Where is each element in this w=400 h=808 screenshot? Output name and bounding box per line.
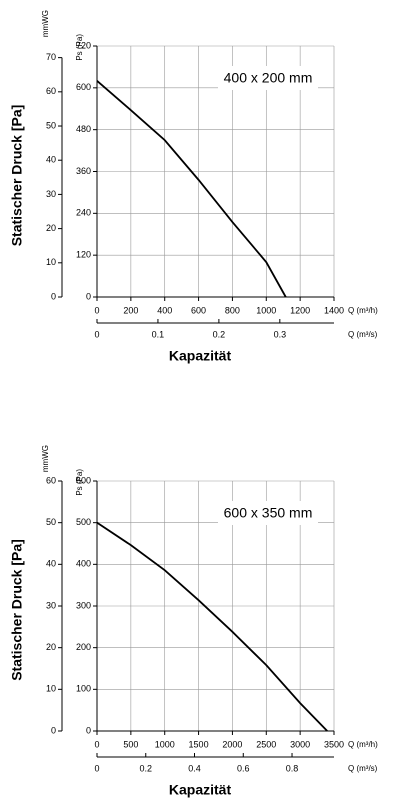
y-tick-label: 500 <box>76 517 91 527</box>
y2-axis-label: mmWG <box>41 445 50 472</box>
y2-tick-label: 40 <box>46 559 56 569</box>
y-tick-label: 300 <box>76 600 91 610</box>
y2-tick-label: 10 <box>46 684 56 694</box>
y-tick-label: 600 <box>76 475 91 485</box>
y2-tick-label: 50 <box>46 120 56 130</box>
fan-curve <box>96 521 328 732</box>
y2-tick-label: 20 <box>46 642 56 652</box>
y-tick-label: 480 <box>76 124 91 134</box>
y2-tick-label: 0 <box>51 291 56 301</box>
x-tick-label: 1500 <box>189 739 209 749</box>
x-tick-label: 200 <box>123 305 138 315</box>
y-axis-title: Statischer Druck [Pa] <box>9 105 25 247</box>
x-tick-label: 400 <box>157 305 172 315</box>
x-axis-label: Q (m³/h) <box>348 306 378 315</box>
x-tick-label: 1000 <box>256 305 276 315</box>
y2-tick-label: 30 <box>46 189 56 199</box>
annotation: 400 x 200 mm <box>224 70 313 86</box>
y2-axis-label: mmWG <box>41 10 50 37</box>
x-axis-label: Q (m³/h) <box>348 740 378 749</box>
y2-tick-label: 60 <box>46 475 56 485</box>
x-tick-label: 1000 <box>155 739 175 749</box>
x2-tick-label: 0.6 <box>237 763 250 773</box>
y-tick-label: 0 <box>86 725 91 735</box>
x2-axis-label: Q (m³/s) <box>348 330 378 339</box>
annotation: 600 x 350 mm <box>224 505 313 521</box>
annotation-box <box>218 66 318 90</box>
y2-tick-label: 20 <box>46 223 56 233</box>
y-axis-title: Statischer Druck [Pa] <box>9 539 25 681</box>
x-tick-label: 1200 <box>290 305 310 315</box>
y-axis-unit: Ps (Pa) <box>75 34 84 61</box>
y-tick-label: 200 <box>76 642 91 652</box>
y-tick-label: 400 <box>76 559 91 569</box>
x2-axis-label: Q (m³/s) <box>348 764 378 773</box>
x2-tick-label: 0 <box>94 763 99 773</box>
y-tick-label: 720 <box>76 40 91 50</box>
x-axis-title: Kapazität <box>169 782 232 798</box>
annotation-box <box>218 501 318 525</box>
x-tick-label: 1400 <box>324 305 344 315</box>
x-axis-title: Kapazität <box>169 348 232 364</box>
y-tick-label: 100 <box>76 684 91 694</box>
y2-tick-label: 50 <box>46 517 56 527</box>
y-tick-label: 0 <box>86 291 91 301</box>
fan-curve <box>96 80 287 298</box>
y2-tick-label: 60 <box>46 86 56 96</box>
x2-tick-label: 0.2 <box>139 763 152 773</box>
y-tick-label: 360 <box>76 166 91 176</box>
y2-tick-label: 0 <box>51 725 56 735</box>
x-tick-label: 3500 <box>324 739 344 749</box>
x-tick-label: 2000 <box>222 739 242 749</box>
y-tick-label: 120 <box>76 250 91 260</box>
x-tick-label: 3000 <box>290 739 310 749</box>
x2-tick-label: 0.4 <box>188 763 201 773</box>
y-tick-label: 600 <box>76 82 91 92</box>
x2-tick-label: 0.2 <box>213 329 226 339</box>
x2-tick-label: 0.3 <box>274 329 287 339</box>
y2-tick-label: 40 <box>46 155 56 165</box>
y-tick-label: 240 <box>76 208 91 218</box>
x-tick-label: 0 <box>94 305 99 315</box>
y2-tick-label: 10 <box>46 257 56 267</box>
x-tick-label: 800 <box>225 305 240 315</box>
x-tick-label: 2500 <box>256 739 276 749</box>
y2-tick-label: 70 <box>46 52 56 62</box>
y2-tick-label: 30 <box>46 600 56 610</box>
x2-tick-label: 0 <box>94 329 99 339</box>
x2-tick-label: 0.1 <box>152 329 165 339</box>
x2-tick-label: 0.8 <box>286 763 299 773</box>
x-tick-label: 500 <box>123 739 138 749</box>
y-axis-unit: Ps (Pa) <box>75 469 84 496</box>
x-tick-label: 600 <box>191 305 206 315</box>
x-tick-label: 0 <box>94 739 99 749</box>
